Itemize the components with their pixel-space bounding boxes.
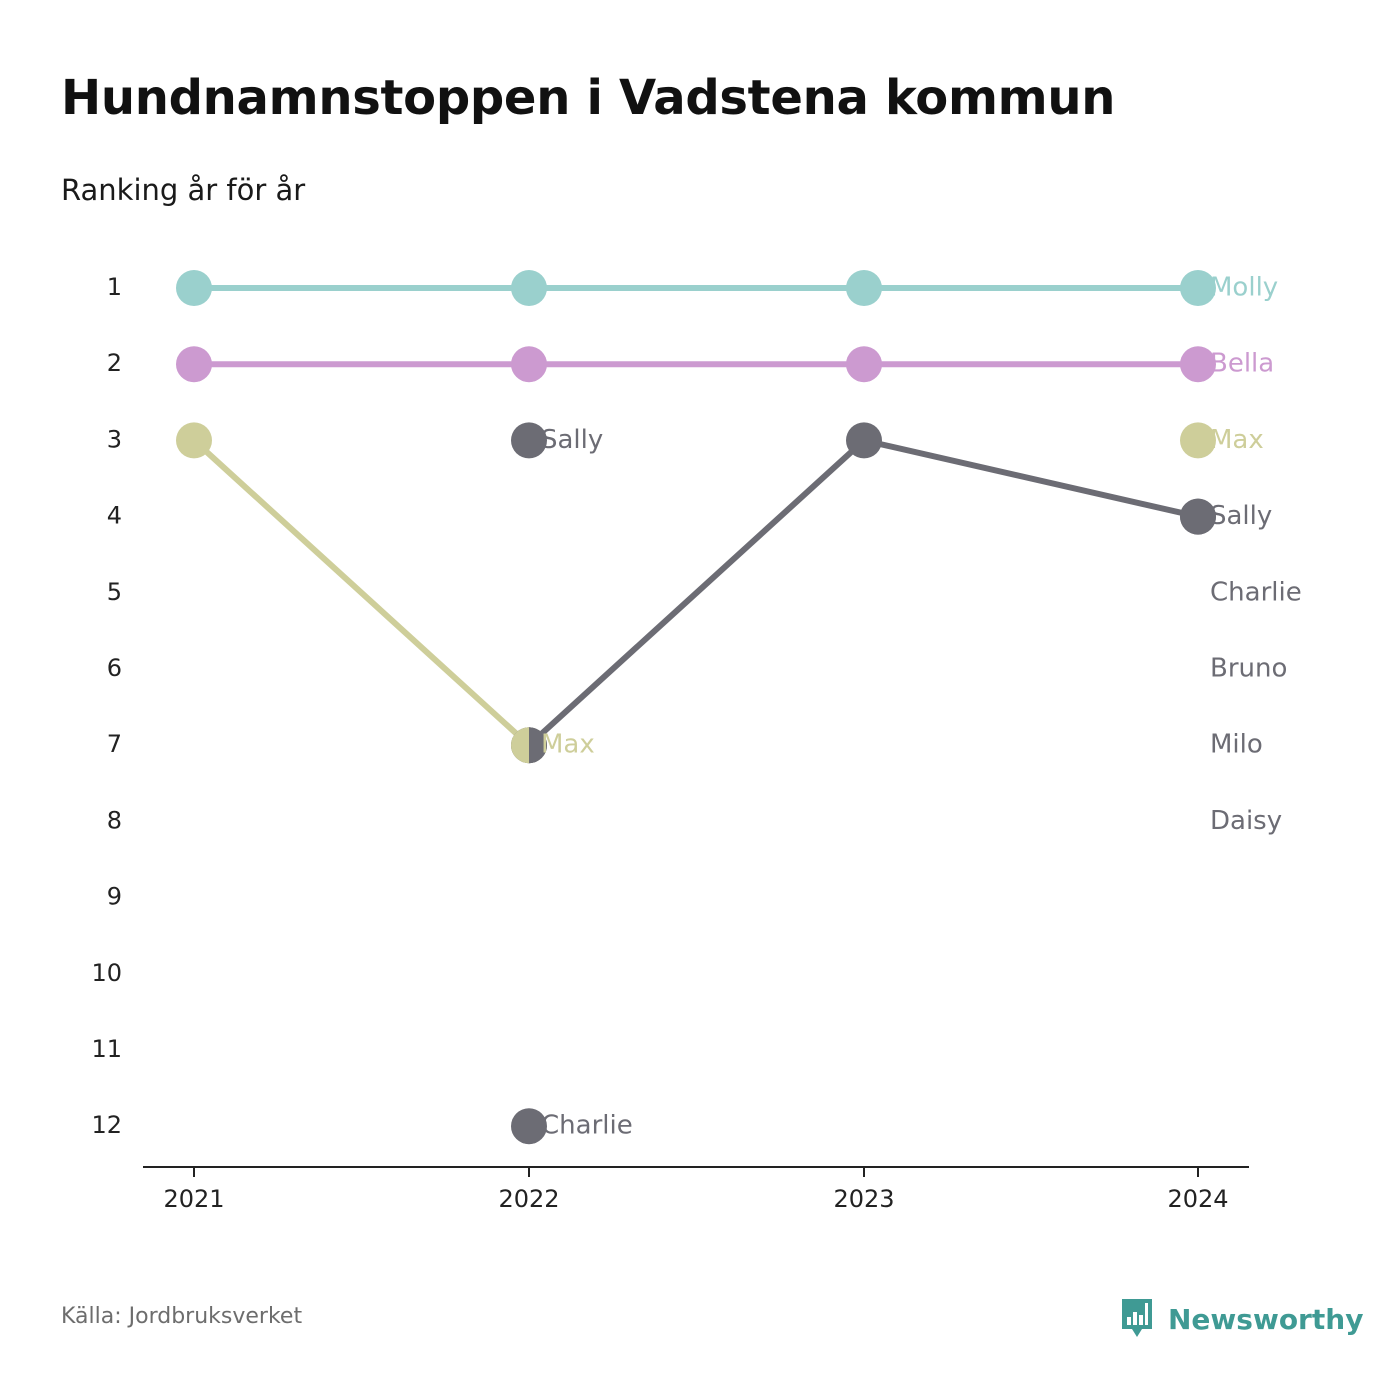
y-tick-label: 2	[107, 349, 122, 377]
data-point	[511, 270, 547, 306]
data-point	[176, 422, 212, 459]
rank-label: Bruno	[1210, 654, 1287, 684]
series-line	[861, 437, 1201, 520]
x-tick-label: 2023	[833, 1185, 894, 1213]
point-label: Bella	[1210, 349, 1274, 379]
data-point	[846, 270, 882, 306]
chart-title: Hundnamnstoppen i Vadstena kommun	[61, 70, 1116, 126]
source-note: Källa: Jordbruksverket	[61, 1304, 303, 1329]
y-tick-label: 8	[107, 806, 122, 834]
x-tick-label: 2024	[1167, 1185, 1228, 1213]
data-point	[511, 727, 529, 764]
y-tick-label: 5	[107, 578, 122, 606]
y-tick-label: 7	[107, 730, 122, 758]
data-point	[176, 346, 212, 383]
newsworthy-logo-icon	[1122, 1299, 1152, 1337]
point-label: Charlie	[541, 1111, 633, 1141]
y-tick-label: 11	[91, 1035, 122, 1063]
y-tick-label: 1	[107, 273, 122, 301]
x-tick-label: 2022	[498, 1185, 559, 1213]
y-tick-label: 3	[107, 425, 122, 453]
point-label: Sally	[1210, 501, 1272, 531]
data-point	[846, 346, 882, 383]
data-point	[176, 270, 212, 306]
data-point	[511, 422, 547, 459]
y-tick-label: 10	[91, 959, 122, 987]
data-point	[846, 422, 882, 459]
point-label: Max	[1210, 425, 1264, 455]
chart-subtitle: Ranking år för år	[61, 173, 306, 207]
point-label: Sally	[541, 425, 603, 455]
rank-label: Charlie	[1210, 577, 1302, 607]
brand-name: Newsworthy	[1168, 1302, 1364, 1336]
brand-logo[interactable]: Newsworthy	[1120, 1297, 1363, 1341]
rank-label: Milo	[1210, 730, 1263, 760]
data-point	[1180, 498, 1216, 535]
y-tick-label: 12	[91, 1111, 122, 1139]
y-tick-label: 6	[107, 654, 122, 682]
data-point	[1180, 270, 1216, 306]
data-point	[1180, 422, 1216, 459]
series-line	[191, 437, 532, 749]
data-point	[1180, 346, 1216, 383]
rank-label: Daisy	[1210, 806, 1282, 836]
data-point	[511, 346, 547, 383]
point-label: Max	[541, 730, 595, 760]
data-point	[529, 727, 547, 764]
data-point	[511, 1108, 547, 1145]
point-label: Molly	[1210, 273, 1278, 303]
y-tick-label: 9	[107, 883, 122, 911]
series-line	[526, 437, 867, 749]
y-tick-label: 4	[107, 502, 122, 530]
x-tick-label: 2021	[163, 1185, 224, 1213]
